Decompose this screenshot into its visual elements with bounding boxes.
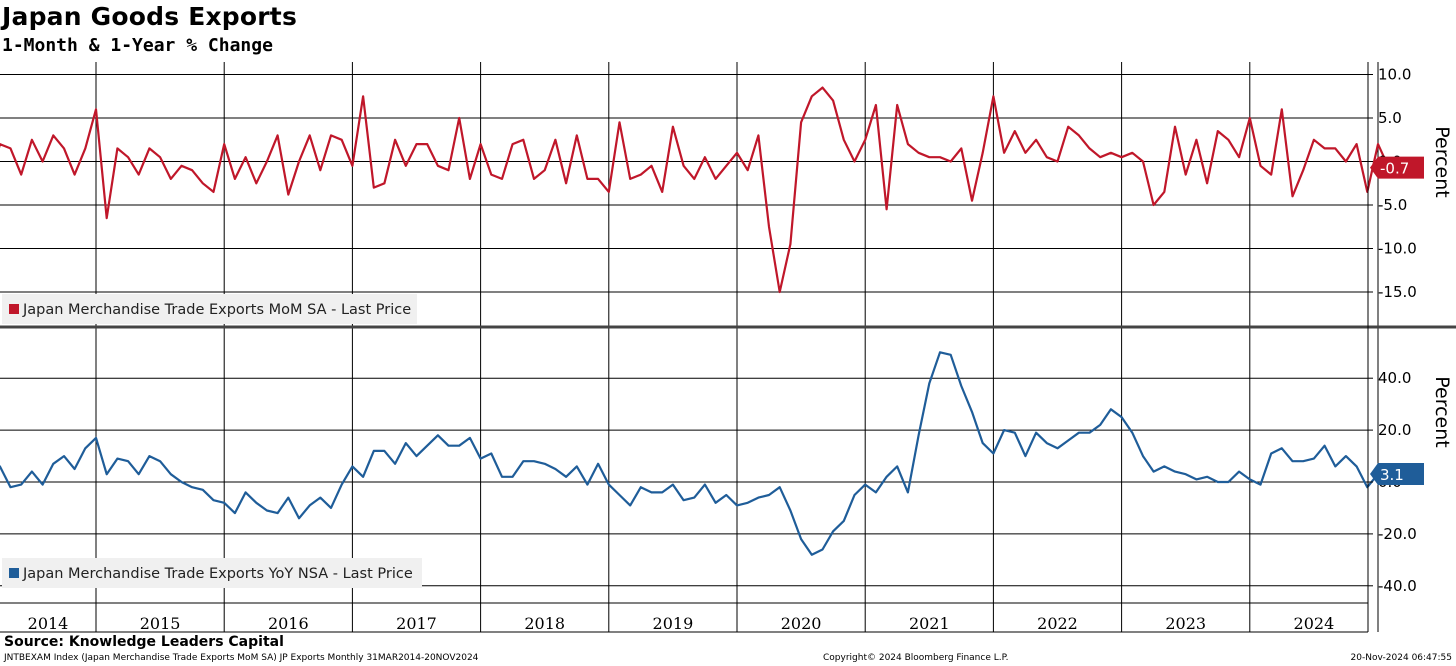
mom-tick-label-3: -5.0 bbox=[1378, 196, 1407, 214]
x-label-2019: 2019 bbox=[653, 614, 694, 633]
mom-legend-label: Japan Merchandise Trade Exports MoM SA -… bbox=[22, 302, 411, 318]
x-label-2018: 2018 bbox=[524, 614, 565, 633]
mom-tick-label-1: 5.0 bbox=[1378, 109, 1402, 127]
mom-last-value-badge bbox=[1370, 156, 1424, 179]
mom-tick-label-4: -10.0 bbox=[1378, 240, 1417, 258]
x-label-2023: 2023 bbox=[1165, 614, 1206, 633]
mom-series bbox=[0, 86, 1390, 294]
mom-tick-label-0: 10.0 bbox=[1378, 66, 1411, 84]
yoy-legend-swatch bbox=[9, 568, 19, 578]
yoy-series-line bbox=[0, 351, 1379, 556]
mom-last-value-text: -0.7 bbox=[1380, 160, 1409, 178]
x-label-2022: 2022 bbox=[1037, 614, 1078, 633]
last-value-markers: -0.7 3.1 bbox=[1370, 156, 1424, 485]
chart-title: Japan Goods Exports bbox=[2, 2, 298, 31]
footer-copyright: Copyright© 2024 Bloomberg Finance L.P. bbox=[823, 653, 1009, 663]
yoy-tick-label-4: -40.0 bbox=[1378, 577, 1417, 595]
source-note: Source: Knowledge Leaders Capital bbox=[4, 634, 284, 650]
chart-frame bbox=[0, 62, 1456, 633]
year-gridlines bbox=[95, 62, 1379, 632]
yoy-legend-label: Japan Merchandise Trade Exports YoY NSA … bbox=[22, 566, 413, 582]
x-label-2020: 2020 bbox=[781, 614, 822, 633]
yoy-tick-label-3: -20.0 bbox=[1378, 525, 1417, 543]
mom-axis-title: Percent bbox=[1431, 126, 1453, 198]
yoy-last-value-badge bbox=[1370, 462, 1424, 485]
mom-legend-swatch bbox=[9, 304, 19, 314]
chart-subtitle: 1-Month & 1-Year % Change bbox=[2, 35, 273, 56]
mom-gridlines bbox=[0, 74, 1368, 293]
x-label-2021: 2021 bbox=[909, 614, 950, 633]
footer-index-info: JNTBEXAM Index (Japan Merchandise Trade … bbox=[4, 653, 479, 663]
x-label-2024: 2024 bbox=[1294, 614, 1335, 633]
yoy-legend-box bbox=[2, 558, 422, 588]
yoy-last-value-text: 3.1 bbox=[1380, 466, 1404, 484]
x-axis-year-labels: 2014 2015 2016 2017 2018 2019 2020 2021 2022 2023… bbox=[28, 614, 1335, 633]
mom-tick-label-5: -15.0 bbox=[1378, 283, 1417, 301]
x-label-2014: 2014 bbox=[28, 614, 69, 633]
yoy-tick-label-0: 40.0 bbox=[1378, 369, 1411, 387]
legends: Japan Merchandise Trade Exports MoM SA -… bbox=[2, 294, 422, 588]
mom-series-line bbox=[0, 86, 1390, 294]
x-label-2016: 2016 bbox=[268, 614, 309, 633]
x-label-2017: 2017 bbox=[396, 614, 437, 633]
x-label-2015: 2015 bbox=[140, 614, 181, 633]
yoy-axis-title: Percent bbox=[1431, 376, 1453, 448]
footer-timestamp: 20-Nov-2024 06:47:55 bbox=[1350, 653, 1452, 663]
yoy-tick-label-1: 20.0 bbox=[1378, 421, 1411, 439]
yoy-gridlines bbox=[0, 377, 1368, 587]
mom-legend-box bbox=[2, 294, 417, 324]
yoy-series bbox=[0, 351, 1379, 556]
